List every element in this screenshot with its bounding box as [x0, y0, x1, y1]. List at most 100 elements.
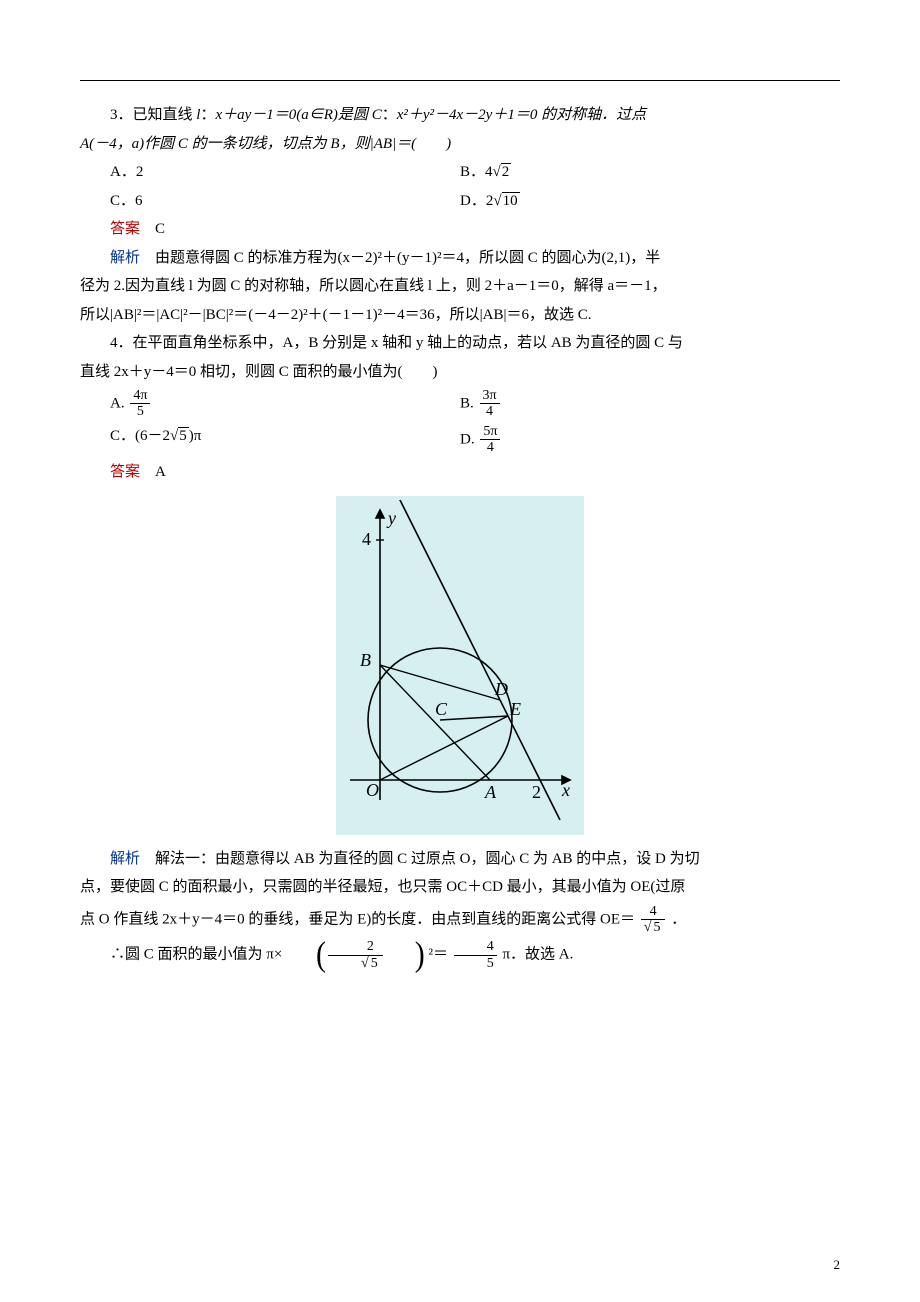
- q4-ana3-num: 4: [641, 904, 666, 920]
- q3-analysis-2: 径为 2.因为直线 l 为圆 C 的对称轴，所以圆心在直线 l 上，则 2＋a－…: [80, 272, 840, 301]
- q4-stem2: 直线 2x＋y－4＝0 相切，则圆 C 面积的最小值为( ): [80, 364, 438, 380]
- q3-optD: D．2√10: [460, 187, 840, 216]
- q4-optB: B. 3π 4: [460, 386, 840, 422]
- label-four: 4: [362, 529, 371, 549]
- label-C: C: [435, 699, 448, 719]
- q3-optB-label: B．4: [460, 164, 493, 180]
- answer-label-2: 答案: [110, 464, 140, 480]
- q4-analysis-1: 解析 解法一：由题意得以 AB 为直径的圆 C 过原点 O，圆心 C 为 AB …: [80, 845, 840, 874]
- q4-ana3-den-sqrt: 5: [651, 919, 662, 935]
- label-A: A: [484, 782, 497, 802]
- q4-ana4-inner-den-sqrt: 5: [369, 955, 380, 971]
- q4-analysis-2: 点，要使圆 C 的面积最小，只需圆的半径最短，也只需 OC＋CD 最小，其最小值…: [80, 873, 840, 902]
- q4-optA: A. 4π 5: [80, 386, 460, 422]
- q3-ana2: 径为 2.因为直线 l 为圆 C 的对称轴，所以圆心在直线 l 上，则 2＋a－…: [80, 278, 667, 294]
- q4-optA-den: 5: [130, 404, 150, 419]
- q3-eq3: x²＋y²－4x－2y＋1＝0 的对称轴．过点: [397, 107, 646, 123]
- q4-ana3a: 点 O 作直线 2x＋y－4＝0 的垂线，垂足为 E)的长度．由点到直线的距离公…: [80, 911, 635, 927]
- q4-ana4-paren: ( 2 √5 ): [286, 937, 425, 973]
- q4-ana4-pow: ²＝: [428, 947, 448, 963]
- q3-optB-rad: 2: [501, 163, 512, 180]
- q4-ana4-res-frac: 4 5: [454, 939, 497, 971]
- q4-answer-val: A: [140, 464, 166, 480]
- q3-analysis-1: 解析 由题意得圆 C 的标准方程为(x－2)²＋(y－1)²＝4，所以圆 C 的…: [80, 244, 840, 273]
- q4-optA-num: 4π: [130, 388, 150, 404]
- q4-answer: 答案 A: [80, 458, 840, 487]
- q4-ana4-inner-den: √5: [328, 956, 383, 971]
- q3-optC-label: C．6: [110, 193, 143, 209]
- q4-stem1: 4．在平面直角坐标系中，A，B 分别是 x 轴和 y 轴上的动点，若以 AB 为…: [110, 335, 683, 351]
- q4-ana4b: π．故选 A.: [502, 947, 573, 963]
- q3-eq1: x＋ay－1＝0(a∈R)是圆: [215, 107, 371, 123]
- q3-optD-rad: 10: [502, 192, 520, 209]
- label-B: B: [360, 650, 371, 670]
- q4-optB-pre: B.: [460, 395, 474, 411]
- q4-ana4-inner-frac: 2 √5: [328, 939, 383, 971]
- analysis-label: 解析: [110, 250, 140, 266]
- q3-stem-line1: 3．已知直线 l：x＋ay－1＝0(a∈R)是圆 C：x²＋y²－4x－2y＋1…: [80, 101, 840, 130]
- lparen: (: [286, 941, 326, 969]
- q3-Cname: C: [372, 107, 382, 123]
- q3-optA-label: A．2: [110, 164, 143, 180]
- q4-ana4a: ∴圆 C 面积的最小值为 π×: [110, 947, 282, 963]
- label-x: x: [561, 780, 570, 800]
- label-E: E: [509, 699, 521, 719]
- q3-ana3: 所以|AB|²＝|AC|²－|BC|²＝(－4－2)²＋(－1－1)²－4＝36…: [80, 307, 592, 323]
- q4-optD-pre: D.: [460, 431, 475, 447]
- q3-analysis-3: 所以|AB|²＝|AC|²－|BC|²＝(－4－2)²＋(－1－1)²－4＝36…: [80, 301, 840, 330]
- q3-line2: A(－4，a)作圆 C 的一条切线，切点为 B，则|AB|＝( ): [80, 136, 451, 152]
- q4-ana4-res-num: 4: [454, 939, 497, 955]
- q4-optC-pre: C．(6－2: [110, 428, 170, 444]
- figure-background: y x O A B C D E 2 4: [336, 496, 584, 835]
- label-y: y: [386, 508, 396, 528]
- q4-analysis-3: 点 O 作直线 2x＋y－4＝0 的垂线，垂足为 E)的长度．由点到直线的距离公…: [80, 902, 840, 938]
- q4-ana1: 解法一：由题意得以 AB 为直径的圆 C 过原点 O，圆心 C 为 AB 的中点…: [140, 851, 700, 867]
- q3-ana1: 由题意得圆 C 的标准方程为(x－2)²＋(y－1)²＝4，所以圆 C 的圆心为…: [140, 250, 660, 266]
- q4-optA-pre: A.: [110, 395, 125, 411]
- q4-optC-rad: 5: [178, 427, 189, 444]
- q3-answer-val: C: [140, 221, 165, 237]
- q4-optD-frac: 5π 4: [480, 424, 500, 456]
- q4-optB-num: 3π: [480, 388, 500, 404]
- label-O: O: [366, 780, 379, 800]
- q4-figure: y x O A B C D E 2 4: [80, 496, 840, 835]
- q4-ana3-frac: 4 √5: [641, 904, 666, 936]
- q3-colon: ：: [200, 107, 215, 123]
- q4-ana4-inner-num: 2: [328, 939, 383, 955]
- q3-optB: B．4√2: [460, 158, 840, 187]
- q4-ana2: 点，要使圆 C 的面积最小，只需圆的半径最短，也只需 OC＋CD 最小，其最小值…: [80, 879, 685, 895]
- q4-stem-line2: 直线 2x＋y－4＝0 相切，则圆 C 面积的最小值为( ): [80, 358, 840, 387]
- label-D: D: [494, 679, 508, 699]
- q4-optD-den: 4: [480, 440, 500, 455]
- q3-stem-pre: 3．已知直线: [110, 107, 196, 123]
- label-two: 2: [532, 782, 541, 802]
- q3-answer: 答案 C: [80, 215, 840, 244]
- q4-stem-line1: 4．在平面直角坐标系中，A，B 分别是 x 轴和 y 轴上的动点，若以 AB 为…: [80, 329, 840, 358]
- q4-ana3-den: √5: [641, 920, 666, 935]
- q4-ana3b: ．: [671, 911, 686, 927]
- q4-optD-num: 5π: [480, 424, 500, 440]
- q4-optC: C．(6－2√5)π: [80, 422, 460, 458]
- q3-options: A．2 B．4√2 C．6 D．2√10: [80, 158, 840, 215]
- q4-optB-den: 4: [480, 404, 500, 419]
- q4-options: A. 4π 5 B. 3π 4 C．(6－2√5)π D. 5π 4: [80, 386, 840, 458]
- q3-eq2: ：: [382, 107, 397, 123]
- q4-ana4-res-den: 5: [454, 956, 497, 971]
- answer-label: 答案: [110, 221, 140, 237]
- q4-optB-frac: 3π 4: [480, 388, 500, 420]
- analysis-label-2: 解析: [110, 851, 140, 867]
- q4-optD: D. 5π 4: [460, 422, 840, 458]
- geometry-figure-svg: y x O A B C D E 2 4: [340, 500, 580, 820]
- q3-optA: A．2: [80, 158, 460, 187]
- page-number: 2: [834, 1253, 841, 1278]
- q3-stem-line2: A(－4，a)作圆 C 的一条切线，切点为 B，则|AB|＝( ): [80, 130, 840, 159]
- q4-optA-frac: 4π 5: [130, 388, 150, 420]
- q3-optD-sqrt: √10: [493, 187, 519, 216]
- q3-optC: C．6: [80, 187, 460, 216]
- q3-optB-sqrt: √2: [493, 158, 512, 187]
- q3-optD-label: D．2: [460, 193, 493, 209]
- q4-optC-sqrt: √5: [170, 422, 189, 451]
- q4-analysis-4: ∴圆 C 面积的最小值为 π× ( 2 √5 ) ²＝ 4 5 π．故选 A.: [80, 937, 840, 973]
- q4-optC-post: )π: [189, 428, 202, 444]
- top-rule: [80, 80, 840, 81]
